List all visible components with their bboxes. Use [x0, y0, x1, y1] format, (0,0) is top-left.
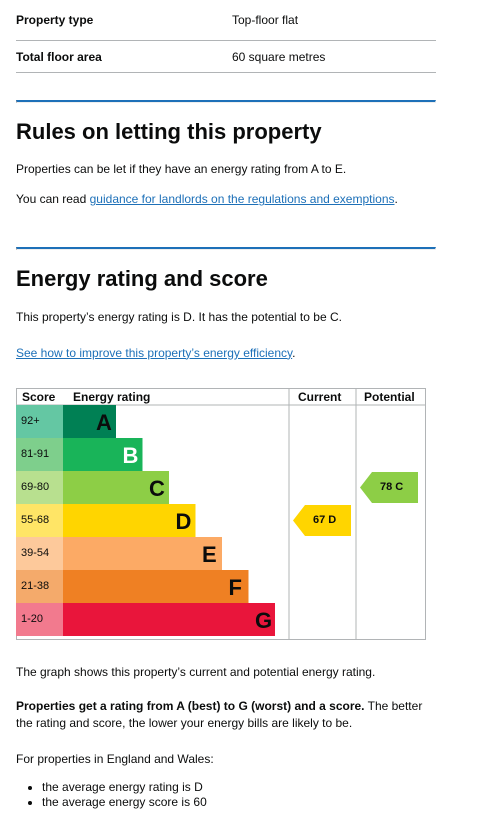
band-letter-b: B: [122, 443, 139, 468]
epc-svg: [16, 388, 426, 640]
content: Property type Top-floor flat Total floor…: [16, 0, 436, 362]
band-range-label: 92+: [21, 415, 40, 427]
summary-value: 60 square metres: [232, 49, 326, 64]
band-bar-c: [63, 471, 169, 504]
list-item: the average energy score is 60: [42, 795, 436, 810]
guidance-link[interactable]: guidance for landlords on the regulation…: [89, 192, 395, 207]
summary-key: Property type: [16, 13, 94, 27]
improve-link[interactable]: See how to improve this property’s energ…: [16, 345, 293, 360]
potential-rating-label: 78 C: [380, 481, 404, 493]
current-rating-arrow: [293, 505, 351, 536]
potential-rating-arrow: [360, 472, 418, 503]
band-range-label: 39-54: [21, 547, 50, 559]
average-list: the average energy rating is D the avera…: [16, 780, 436, 810]
summary-key: Total floor area: [16, 49, 102, 64]
list-item: the average energy rating is D: [42, 780, 436, 795]
section-divider: [16, 247, 436, 251]
band-bar-a: [63, 405, 116, 438]
summary-row-floor-area: Total floor area 60 square metres: [16, 41, 436, 73]
band-range-cell: [16, 603, 63, 636]
band-letter-g: G: [255, 608, 273, 633]
improve-suffix: .: [292, 345, 296, 360]
band-letter-f: F: [228, 575, 242, 600]
energy-rating-chart: Score Energy rating Current Potential 92…: [16, 388, 426, 640]
rating-heading: Energy rating and score: [16, 266, 268, 292]
header-potential: Potential: [364, 389, 415, 404]
guidance-paragraph: You can read guidance for landlords on t…: [16, 191, 436, 208]
band-range-label: 1-20: [21, 613, 44, 625]
header-score: Score: [22, 389, 56, 404]
header-energy-rating: Energy rating: [73, 389, 151, 404]
band-bar-b: [63, 438, 143, 471]
current-rating-label: 67 D: [313, 514, 337, 526]
band-range-cell: [16, 471, 63, 504]
band-bar-g: [63, 603, 275, 636]
england-wales-intro: For properties in England and Wales:: [16, 752, 214, 766]
rating-explainer-rest: The better the rating and score, the low…: [16, 699, 423, 730]
band-bar-d: [63, 504, 196, 537]
band-range-cell: [16, 504, 63, 537]
band-letter-e: E: [202, 542, 217, 567]
rating-explainer-bold: Properties get a rating from A (best) to…: [16, 699, 365, 713]
rating-intro: This property’s energy rating is D. It h…: [16, 309, 342, 324]
after-content: The graph shows this property’s current …: [16, 664, 436, 810]
summary-value: Top-floor flat: [232, 13, 299, 27]
band-range-cell: [16, 438, 63, 471]
band-range-cell: [16, 537, 63, 570]
band-range-label: 55-68: [21, 514, 50, 526]
band-bar-f: [63, 570, 249, 603]
band-letter-d: D: [175, 509, 192, 534]
rating-explainer: Properties get a rating from A (best) to…: [16, 698, 436, 732]
guidance-suffix: .: [394, 192, 398, 207]
band-range-cell: [16, 405, 63, 438]
guidance-prefix: You can read: [16, 192, 90, 207]
band-bar-e: [63, 537, 222, 570]
header-current: Current: [298, 389, 342, 404]
band-range-label: 69-80: [21, 481, 50, 493]
band-letter-c: C: [149, 476, 165, 501]
band-range-label: 81-91: [21, 448, 50, 460]
section-divider: [16, 100, 436, 103]
summary-row-property-type: Property type Top-floor flat: [16, 0, 436, 41]
band-letter-a: A: [96, 410, 112, 435]
band-range-cell: [16, 570, 63, 603]
improve-paragraph: See how to improve this property’s energ…: [16, 345, 436, 362]
letting-paragraph: Properties can be let if they have an en…: [16, 162, 347, 177]
graph-note: The graph shows this property’s current …: [16, 665, 376, 679]
band-range-label: 21-38: [21, 580, 50, 592]
letting-heading: Rules on letting this property: [16, 119, 322, 144]
